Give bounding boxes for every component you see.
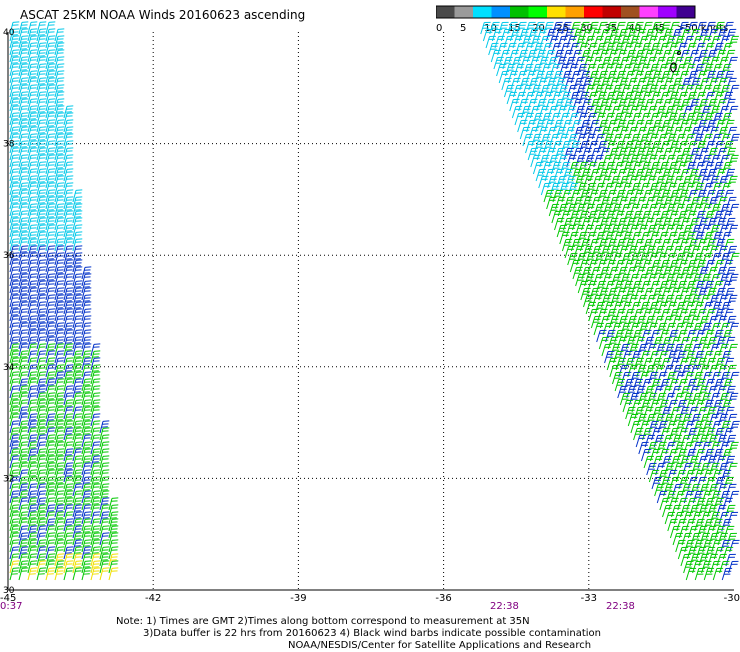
time-label: 22:38 (606, 601, 635, 612)
latitude-label: 34 (3, 363, 15, 373)
note-line-2: 3)Data buffer is 22 hrs from 20160623 4)… (143, 628, 601, 640)
note-line-3: NOAA/NESDIS/Center for Satellite Applica… (288, 640, 591, 652)
longitude-label: -33 (581, 593, 597, 604)
latitude-label: 32 (3, 474, 14, 484)
time-label: 0:37 (0, 601, 22, 612)
longitude-label: -39 (290, 593, 306, 604)
time-label: 22:38 (490, 601, 519, 612)
longitude-label: -36 (435, 593, 451, 604)
west-swath-barbs (10, 22, 118, 580)
latitude-label: 38 (3, 140, 15, 150)
latitude-label: 40 (3, 28, 15, 38)
latitude-label: 36 (3, 251, 15, 261)
longitude-label: -42 (145, 593, 161, 604)
longitude-label: -30 (724, 593, 740, 604)
latitude-label: 30 (3, 586, 15, 596)
east-swath-barbs (481, 22, 740, 580)
note-line-1: Note: 1) Times are GMT 2)Times along bot… (116, 616, 530, 628)
